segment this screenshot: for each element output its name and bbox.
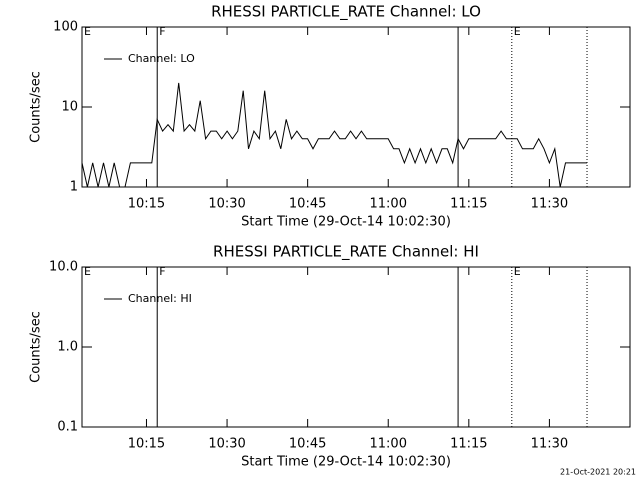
x-tick-label: 11:00	[370, 437, 407, 452]
y-tick-label: 100	[53, 20, 78, 35]
marker-label: F	[159, 25, 165, 38]
legend-label: Channel: LO	[128, 52, 195, 65]
chart-title: RHESSI PARTICLE_RATE Channel: HI	[213, 243, 479, 262]
x-axis-label: Start Time (29-Oct-14 10:02:30)	[241, 215, 451, 230]
legend-label: Channel: HI	[128, 292, 192, 305]
data-line	[81, 82, 587, 188]
x-tick-label: 11:00	[370, 197, 407, 212]
marker-label: E	[514, 265, 521, 278]
x-tick-label: 11:30	[531, 197, 568, 212]
marker-label: F	[159, 265, 165, 278]
marker-label: E	[514, 25, 521, 38]
y-tick-label: 10	[61, 100, 78, 115]
y-axis-label: Counts/sec	[29, 311, 44, 383]
x-tick-label: 11:15	[450, 197, 487, 212]
x-tick-label: 10:15	[128, 197, 165, 212]
x-tick-label: 11:30	[531, 437, 568, 452]
chart-title: RHESSI PARTICLE_RATE Channel: LO	[211, 3, 481, 22]
marker-label: E	[84, 265, 91, 278]
y-tick-label: 0.1	[57, 420, 78, 435]
x-tick-label: 10:30	[208, 197, 245, 212]
x-axis-label: Start Time (29-Oct-14 10:02:30)	[241, 455, 451, 470]
x-tick-label: 10:45	[289, 437, 326, 452]
x-tick-label: 11:15	[450, 437, 487, 452]
footer-timestamp: 21-Oct-2021 20:21	[560, 468, 636, 477]
x-tick-label: 10:15	[128, 437, 165, 452]
y-tick-label: 10.0	[49, 260, 78, 275]
y-axis-label: Counts/sec	[29, 71, 44, 143]
x-tick-label: 10:45	[289, 197, 326, 212]
y-tick-label: 1.0	[57, 340, 78, 355]
x-tick-label: 10:30	[208, 437, 245, 452]
marker-label: E	[84, 25, 91, 38]
y-tick-label: 1	[70, 180, 78, 195]
